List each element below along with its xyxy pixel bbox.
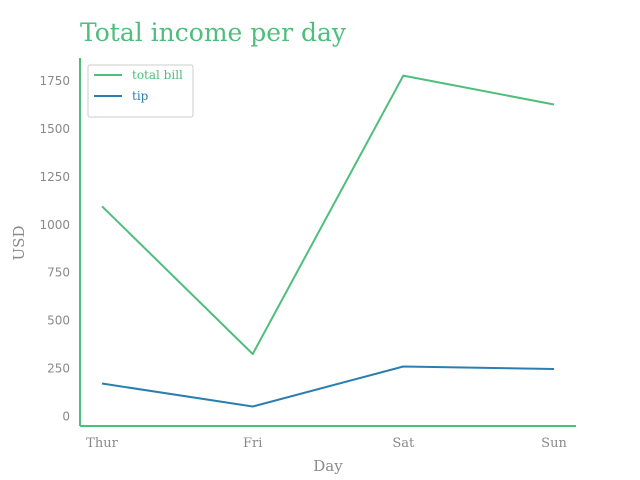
y-tick-label: 1250 [39,170,70,184]
series-line-total-bill [101,74,555,355]
series-lines [101,74,555,408]
x-tick-label: Sat [392,436,415,451]
legend-label: total bill [132,68,183,82]
legend-label: tip [132,89,149,103]
y-tick-label: 0 [62,409,70,423]
chart-title: Total income per day [80,18,347,47]
y-tick-label: 750 [47,266,70,280]
y-tick-label: 250 [47,362,70,376]
y-tick-labels: 0 250 500 750 1000 1250 1500 1750 [39,74,70,423]
y-tick-label: 1500 [39,122,70,136]
y-tick-label: 1000 [39,218,70,232]
y-tick-label: 500 [47,314,70,328]
x-tick-label: Sun [541,436,567,451]
y-axis-label: USD [10,226,28,261]
x-tick-labels: Thur Fri Sat Sun [86,436,567,451]
legend-box [87,64,194,118]
y-tick-label: 1750 [39,74,70,88]
x-tick-label: Thur [86,436,118,451]
legend: total bill tip [87,64,194,118]
x-tick-label: Fri [243,436,262,451]
x-axis-label: Day [313,457,343,475]
series-line-tip [101,365,555,408]
plot-area: 0 250 500 750 1000 1250 1500 1750 Thur Fri Sat Sun [39,58,576,451]
